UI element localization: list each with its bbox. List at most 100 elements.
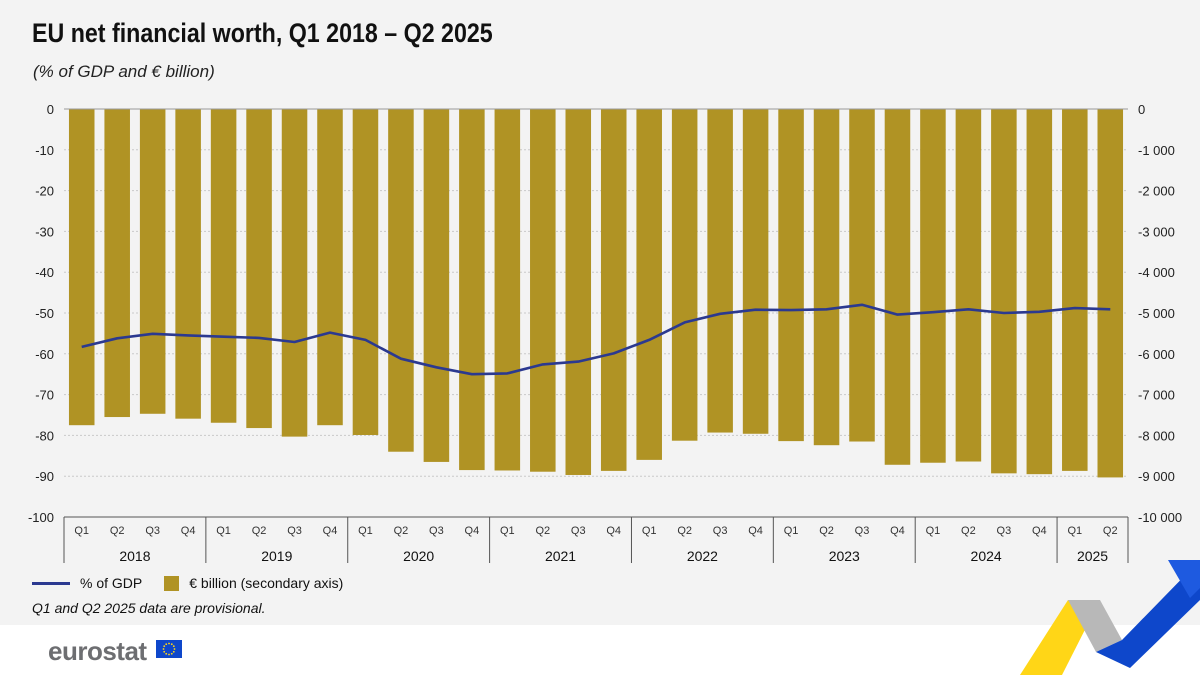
bar xyxy=(139,109,166,414)
chart-subtitle: (% of GDP and € billion) xyxy=(33,62,215,81)
bar xyxy=(742,109,769,434)
year-label: 2024 xyxy=(971,548,1002,564)
legend-bar-label: € billion (secondary axis) xyxy=(189,575,344,591)
x-tick-label: Q1 xyxy=(926,525,941,537)
y-left-tick-label: -40 xyxy=(35,265,54,280)
x-tick-label: Q2 xyxy=(394,525,409,537)
x-tick-label: Q2 xyxy=(677,525,692,537)
bar xyxy=(281,109,308,437)
eu-flag-icon xyxy=(156,640,182,658)
bar xyxy=(1026,109,1053,475)
y-left-tick-label: -30 xyxy=(35,224,54,239)
bar xyxy=(636,109,662,460)
bar xyxy=(68,109,95,426)
bar xyxy=(884,109,911,465)
bar xyxy=(1097,109,1124,478)
bar xyxy=(991,109,1017,474)
x-tick-label: Q2 xyxy=(1103,525,1118,537)
bar xyxy=(210,109,237,423)
x-tick-label: Q4 xyxy=(1032,525,1047,537)
y-right-tick-label: 0 xyxy=(1138,102,1145,117)
bar xyxy=(671,109,698,441)
x-tick-label: Q3 xyxy=(145,525,160,537)
x-tick-label: Q4 xyxy=(748,525,763,537)
x-tick-label: Q4 xyxy=(890,525,905,537)
legend: % of GDP € billion (secondary axis) xyxy=(32,575,343,591)
x-tick-label: Q1 xyxy=(358,525,373,537)
y-right-tick-label: -4 000 xyxy=(1138,265,1175,280)
x-tick-label: Q2 xyxy=(252,525,267,537)
bar xyxy=(849,109,875,442)
x-tick-label: Q2 xyxy=(535,525,550,537)
y-right-tick-label: -1 000 xyxy=(1138,143,1175,158)
bar xyxy=(175,109,201,419)
bar xyxy=(494,109,521,471)
legend-line-label: % of GDP xyxy=(80,575,143,591)
bar xyxy=(920,109,946,463)
year-label: 2023 xyxy=(829,548,860,564)
provisional-note: Q1 and Q2 2025 data are provisional. xyxy=(32,600,266,616)
bar xyxy=(317,109,343,426)
year-label: 2020 xyxy=(403,548,434,564)
bar xyxy=(955,109,982,462)
y-right-tick-label: -3 000 xyxy=(1138,224,1175,239)
y-left-tick-label: -80 xyxy=(35,428,54,443)
y-right-tick-label: -7 000 xyxy=(1138,388,1175,403)
bar xyxy=(565,109,592,475)
y-left-tick-label: -70 xyxy=(35,388,54,403)
y-left-tick-label: -90 xyxy=(35,469,54,484)
x-tick-label: Q3 xyxy=(429,525,444,537)
legend-line-swatch xyxy=(32,581,70,585)
bar xyxy=(778,109,804,442)
y-right-tick-label: -2 000 xyxy=(1138,184,1175,199)
x-tick-label: Q1 xyxy=(216,525,231,537)
y-right-tick-label: -5 000 xyxy=(1138,306,1175,321)
y-right-tick-label: -6 000 xyxy=(1138,347,1175,362)
bar xyxy=(530,109,556,472)
y-left-tick-label: 0 xyxy=(47,102,54,117)
y-left-tick-label: -100 xyxy=(28,510,54,525)
x-tick-label: Q4 xyxy=(323,525,338,537)
x-tick-label: Q2 xyxy=(110,525,125,537)
bar xyxy=(423,109,450,462)
y-left-tick-label: -20 xyxy=(35,184,54,199)
decorative-arrow-graphic xyxy=(1020,560,1200,675)
x-tick-label: Q2 xyxy=(961,525,976,537)
footer: eurostat xyxy=(0,625,1200,675)
x-tick-label: Q2 xyxy=(819,525,834,537)
x-tick-label: Q1 xyxy=(784,525,799,537)
bar xyxy=(104,109,130,418)
chart-area: 0 0 -10 -1 000 -20 -2 000 -30 -3 000 -40 -4 000 -5… xyxy=(28,102,1182,564)
x-tick-label: Q1 xyxy=(642,525,657,537)
bar xyxy=(813,109,840,446)
gdp-line xyxy=(81,303,1111,376)
x-tick-label: Q3 xyxy=(997,525,1012,537)
legend-bar-swatch xyxy=(164,575,180,591)
x-tick-label: Q4 xyxy=(465,525,480,537)
y-left-tick-label: -50 xyxy=(35,306,54,321)
y-left-tick-label: -10 xyxy=(35,143,54,158)
x-tick-label: Q1 xyxy=(74,525,89,537)
x-tick-label: Q1 xyxy=(500,525,515,537)
y-right-tick-label: -10 000 xyxy=(1138,510,1182,525)
year-label: 2018 xyxy=(119,548,150,564)
eurostat-logo: eurostat xyxy=(48,636,147,666)
x-tick-label: Q4 xyxy=(181,525,196,537)
y-left-tick-label: -60 xyxy=(35,347,54,362)
bar xyxy=(600,109,627,471)
x-tick-label: Q4 xyxy=(606,525,621,537)
y-right-tick-label: -9 000 xyxy=(1138,469,1175,484)
x-tick-label: Q3 xyxy=(287,525,302,537)
x-tick-label: Q1 xyxy=(1067,525,1082,537)
year-label: 2021 xyxy=(545,548,576,564)
bar xyxy=(1062,109,1088,471)
year-label: 2022 xyxy=(687,548,718,564)
x-tick-label: Q3 xyxy=(571,525,586,537)
bar xyxy=(707,109,733,433)
bar xyxy=(388,109,414,452)
bar xyxy=(352,109,379,435)
bar xyxy=(246,109,272,429)
x-tick-label: Q3 xyxy=(713,525,728,537)
x-tick-label: Q3 xyxy=(855,525,870,537)
year-label: 2025 xyxy=(1077,548,1108,564)
